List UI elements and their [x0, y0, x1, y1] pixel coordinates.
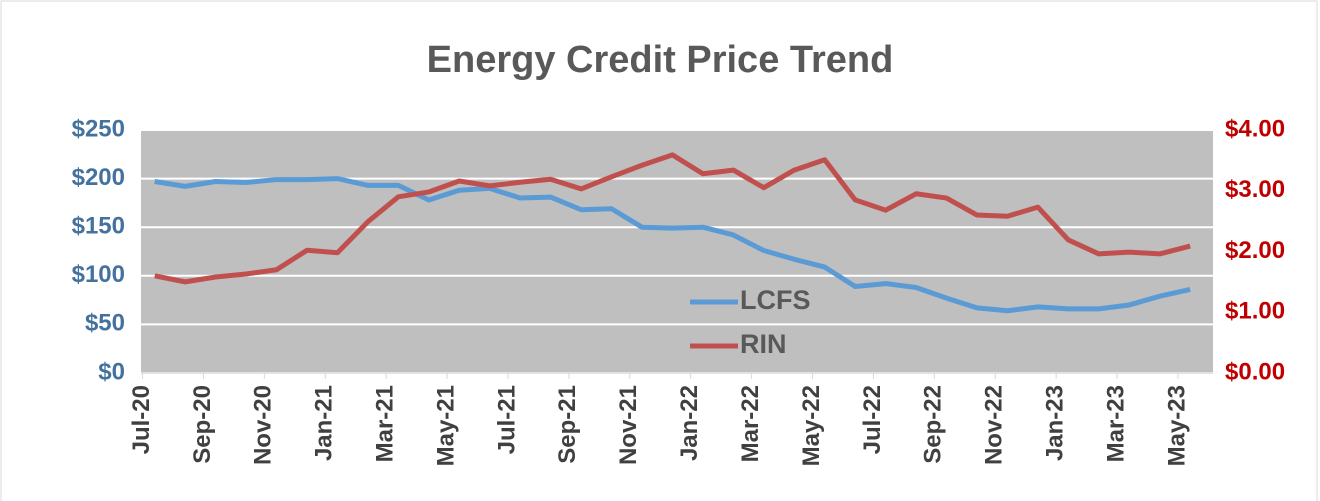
y2-tick-label: $1.00 — [1225, 298, 1285, 325]
x-tick-label: Mar-21 — [372, 385, 399, 462]
x-tick-label: May-21 — [432, 385, 459, 466]
legend-label: LCFS — [740, 285, 811, 315]
legend-label: RIN — [740, 329, 787, 359]
x-tick-label: Jul-21 — [493, 385, 520, 454]
y-tick-label: $50 — [85, 310, 125, 337]
y-tick-label: $150 — [72, 213, 125, 240]
y2-tick-label: $4.00 — [1225, 115, 1285, 142]
y-tick-label: $100 — [72, 261, 125, 288]
x-tick-label: Jul-22 — [859, 385, 886, 454]
y-tick-label: $250 — [72, 115, 125, 142]
x-tick-label: Jul-20 — [128, 385, 155, 454]
y2-tick-label: $2.00 — [1225, 237, 1285, 264]
x-tick-label: Nov-22 — [981, 385, 1008, 465]
x-tick-label: Mar-23 — [1102, 385, 1129, 462]
y-tick-label: $200 — [72, 164, 125, 191]
series-line — [154, 176, 1191, 314]
x-tick-label: May-22 — [798, 385, 825, 466]
x-tick-label: Sep-22 — [920, 385, 947, 464]
x-tick-label: Nov-21 — [615, 385, 642, 465]
x-tick-label: Nov-20 — [250, 385, 277, 465]
x-tick-label: Mar-22 — [737, 385, 764, 462]
y2-tick-label: $3.00 — [1225, 176, 1285, 203]
y-tick-label: $0 — [98, 358, 125, 385]
chart-title: Energy Credit Price Trend — [427, 39, 894, 81]
x-tick-label: May-23 — [1163, 385, 1190, 466]
y2-tick-label: $0.00 — [1225, 358, 1285, 385]
x-tick-label: Jan-23 — [1042, 385, 1069, 461]
x-tick-label: Jan-22 — [676, 385, 703, 461]
x-tick-label: Jan-21 — [311, 385, 338, 461]
series-line — [154, 152, 1191, 285]
x-tick-label: Sep-21 — [554, 385, 581, 464]
x-tick-label: Sep-20 — [189, 385, 216, 464]
